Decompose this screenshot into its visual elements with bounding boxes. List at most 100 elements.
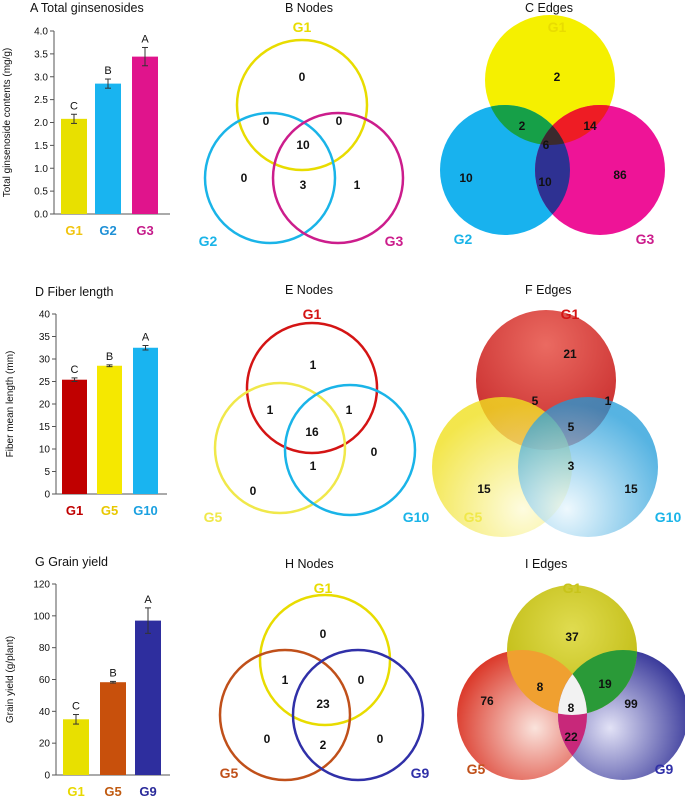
y-tick-label: 40 (39, 310, 51, 321)
y-tick-label: 2.0 (34, 118, 48, 129)
venn-overlap-area (558, 650, 637, 715)
venn-panel-2: C Edges G1 G2 G3 2 10 86 2 14 10 6 (440, 1, 665, 247)
bar-panel-6: G Grain yield Grain yield (g/plant) 0 20 40 6… (5, 555, 170, 797)
significance-letter: B (106, 351, 113, 363)
category-label: G3 (136, 223, 153, 238)
y-tick-label: 5 (44, 467, 50, 478)
venn-set-area (518, 397, 658, 537)
bar (95, 83, 121, 214)
y-tick-label: 0 (44, 771, 50, 782)
venn-region-count: 1 (310, 459, 317, 473)
significance-letter: A (142, 332, 150, 344)
significance-letter: B (104, 65, 111, 77)
venn-region-count: 1 (282, 673, 289, 687)
panel-title: F Edges (525, 283, 572, 297)
y-tick-label: 3.5 (34, 49, 48, 60)
venn-overlap-group (507, 650, 587, 715)
venn-region-count: 86 (613, 168, 627, 182)
venn-panel-5: F Edges G1 G5 G10 21 15 15 5 1 3 5 (432, 283, 681, 537)
panel-title: I Edges (525, 557, 567, 571)
category-label: G10 (133, 503, 158, 518)
venn-region-count: 0 (250, 484, 257, 498)
venn-region-count: 0 (263, 114, 270, 128)
y-tick-label: 15 (39, 422, 51, 433)
venn-set-label: G1 (561, 306, 580, 322)
venn-panel-4: E Nodes G1 G5 G10 1 0 0 1 1 1 16 (204, 283, 430, 525)
venn-set-circle (203, 111, 337, 245)
panel-title: E Nodes (285, 283, 333, 297)
panel-title: B Nodes (285, 1, 333, 15)
venn-set-circle (258, 593, 392, 727)
y-axis-label: Fiber mean length (mm) (5, 351, 16, 458)
venn-region-count: 0 (336, 114, 343, 128)
venn-set-circle (235, 38, 369, 172)
venn-set-label: G1 (303, 306, 322, 322)
venn-set-circle (213, 381, 347, 515)
venn-set-circle (245, 321, 379, 455)
bar-panel-3: D Fiber length Fiber mean length (mm) 0 5 10… (5, 285, 167, 518)
bar (100, 682, 126, 775)
y-tick-label: 2.5 (34, 95, 48, 106)
venn-region-count: 76 (480, 694, 494, 708)
venn-set-label: G5 (464, 509, 483, 525)
venn-region-count: 0 (299, 70, 306, 84)
venn-region-count: 8 (537, 680, 544, 694)
venn-region-count: 3 (568, 459, 575, 473)
panel-title: G Grain yield (35, 555, 108, 569)
significance-letter: A (141, 33, 149, 45)
venn-set-label: G3 (385, 233, 404, 249)
category-label: G2 (99, 223, 116, 238)
y-tick-label: 0 (44, 490, 50, 501)
venn-overlap-area (535, 105, 615, 145)
venn-region-count: 0 (358, 673, 365, 687)
y-tick-label: 20 (39, 739, 51, 750)
venn-set-label: G5 (220, 765, 239, 781)
significance-letter: B (109, 667, 116, 679)
venn-region-count: 0 (371, 445, 378, 459)
category-label: G1 (67, 784, 84, 797)
venn-region-count: 21 (563, 347, 577, 361)
venn-region-count: 0 (377, 732, 384, 746)
y-tick-label: 1.0 (34, 164, 48, 175)
venn-region-count: 10 (296, 138, 310, 152)
venn-region-count: 3 (300, 178, 307, 192)
significance-letter: C (70, 100, 78, 112)
venn-region-count: 15 (477, 482, 491, 496)
y-tick-label: 100 (33, 611, 50, 622)
venn-panel-8: I Edges G1 G5 G9 37 76 99 8 19 22 8 (457, 557, 685, 780)
panel-title: D Fiber length (35, 285, 114, 299)
category-label: G5 (104, 784, 121, 797)
bar (132, 56, 158, 215)
panel-title: H Nodes (285, 557, 334, 571)
venn-region-count: 8 (568, 701, 575, 715)
panel-title: C Edges (525, 1, 573, 15)
venn-region-count: 14 (583, 119, 597, 133)
panel-title: A Total ginsenosides (30, 1, 144, 15)
venn-overlap-group (558, 650, 637, 715)
significance-letter: A (144, 594, 152, 606)
category-label: G1 (65, 223, 82, 238)
y-tick-label: 120 (33, 580, 50, 591)
venn-set-label: G9 (411, 765, 430, 781)
venn-set-label: G2 (454, 231, 473, 247)
venn-set-label: G9 (655, 761, 674, 777)
venn-set-label: G1 (548, 19, 567, 35)
venn-set-label: G1 (563, 580, 582, 596)
venn-region-count: 6 (543, 138, 550, 152)
venn-set-label: G2 (199, 233, 218, 249)
y-tick-label: 80 (39, 643, 51, 654)
y-tick-label: 1.5 (34, 141, 48, 152)
venn-overlap-group (535, 105, 615, 145)
y-tick-label: 60 (39, 675, 51, 686)
venn-overlap-group (485, 105, 570, 145)
y-tick-label: 30 (39, 355, 51, 366)
venn-set-label: G10 (403, 509, 430, 525)
y-tick-label: 25 (39, 377, 51, 388)
significance-letter: C (72, 701, 80, 713)
venn-region-count: 1 (354, 178, 361, 192)
bar (97, 365, 122, 494)
venn-region-count: 2 (554, 70, 561, 84)
venn-region-count: 2 (320, 738, 327, 752)
venn-region-count: 2 (519, 119, 526, 133)
